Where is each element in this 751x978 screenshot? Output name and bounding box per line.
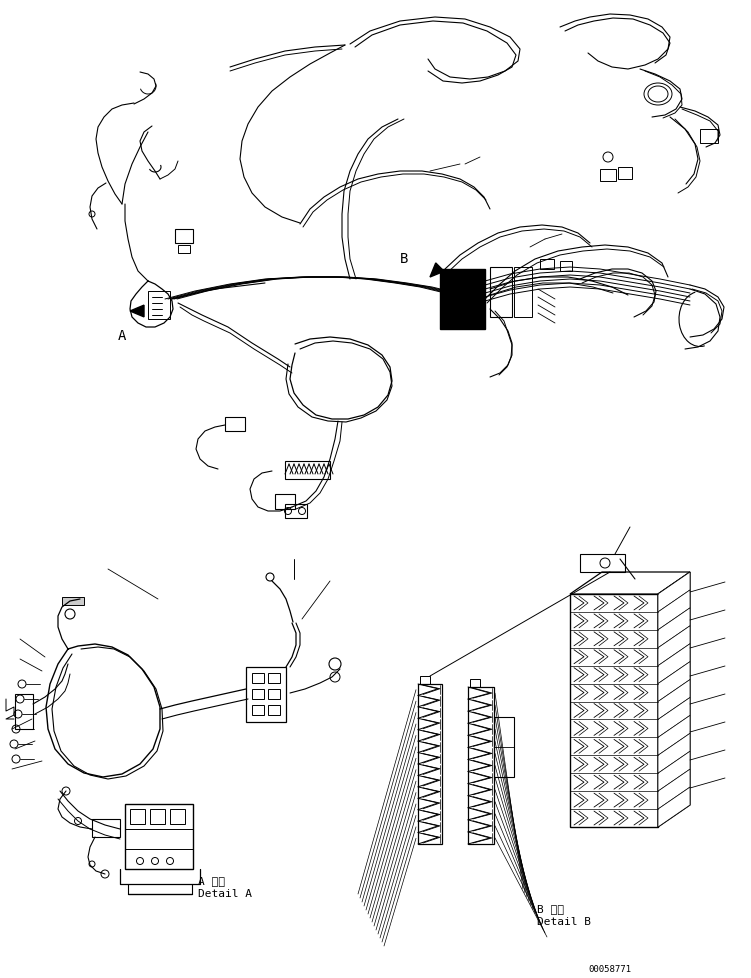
- Bar: [148, 291, 170, 320]
- Bar: [92, 820, 120, 837]
- Polygon shape: [430, 264, 444, 278]
- Polygon shape: [658, 572, 690, 612]
- Polygon shape: [658, 751, 690, 791]
- Polygon shape: [130, 306, 144, 318]
- Polygon shape: [658, 734, 690, 774]
- Polygon shape: [658, 608, 690, 648]
- Bar: [62, 598, 84, 605]
- Bar: [275, 495, 295, 510]
- Polygon shape: [658, 626, 690, 666]
- Text: Detail A: Detail A: [198, 888, 252, 898]
- Bar: [252, 673, 264, 684]
- Bar: [470, 680, 480, 688]
- Bar: [150, 809, 165, 824]
- Text: B: B: [400, 251, 409, 266]
- Bar: [175, 230, 193, 244]
- Polygon shape: [658, 680, 690, 720]
- Bar: [285, 462, 330, 479]
- Bar: [285, 505, 307, 518]
- Bar: [225, 418, 245, 431]
- Bar: [170, 809, 185, 824]
- Polygon shape: [658, 716, 690, 756]
- Bar: [600, 170, 616, 182]
- Text: Detail B: Detail B: [537, 916, 591, 926]
- Bar: [420, 677, 430, 685]
- Polygon shape: [658, 787, 690, 827]
- Bar: [618, 168, 632, 180]
- Bar: [494, 717, 514, 778]
- Bar: [580, 555, 625, 572]
- Polygon shape: [570, 572, 690, 595]
- Polygon shape: [440, 270, 485, 330]
- Bar: [560, 262, 572, 272]
- Text: B 詳細: B 詳細: [537, 903, 564, 913]
- Polygon shape: [658, 770, 690, 809]
- Bar: [468, 688, 494, 844]
- Bar: [418, 685, 442, 844]
- Polygon shape: [658, 697, 690, 737]
- Bar: [490, 268, 512, 318]
- Bar: [252, 705, 264, 715]
- Bar: [268, 689, 280, 699]
- Text: 00058771: 00058771: [588, 964, 631, 973]
- Bar: [540, 260, 554, 270]
- Polygon shape: [658, 572, 690, 827]
- Bar: [514, 268, 532, 318]
- Bar: [700, 130, 718, 144]
- Polygon shape: [658, 645, 690, 684]
- Polygon shape: [658, 591, 690, 630]
- Text: A: A: [118, 329, 126, 342]
- Bar: [246, 667, 286, 723]
- Bar: [125, 804, 193, 869]
- Bar: [130, 809, 145, 824]
- Text: A 詳細: A 詳細: [198, 875, 225, 885]
- Bar: [268, 673, 280, 684]
- Bar: [178, 245, 190, 253]
- Bar: [268, 705, 280, 715]
- Bar: [570, 595, 658, 827]
- Polygon shape: [658, 662, 690, 702]
- Bar: [15, 694, 33, 730]
- Bar: [252, 689, 264, 699]
